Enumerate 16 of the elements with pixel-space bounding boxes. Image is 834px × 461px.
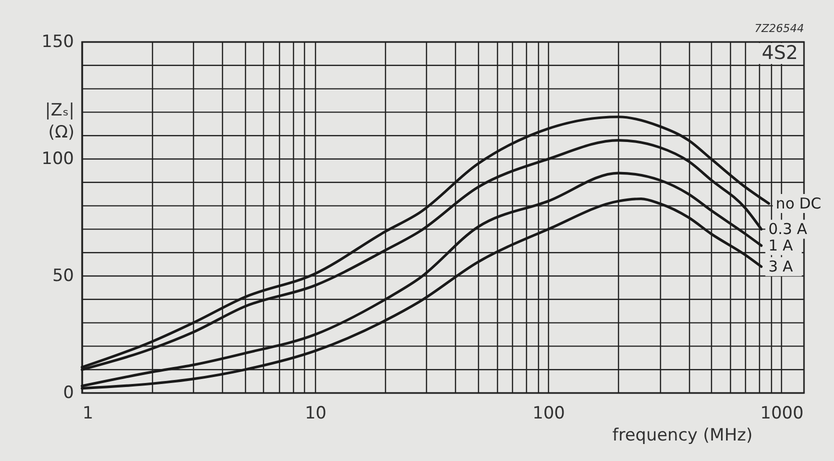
x-axis-title: frequency (MHz) [612,426,753,446]
series-label: no DC [776,194,822,212]
x-tick-label: 1000 [760,404,804,424]
y-axis-title: |Zₛ| (Ω) [45,100,74,142]
series-label: 0.3 A [768,220,808,238]
series-label: 3 A [768,258,794,276]
x-tick-label: 1 [82,404,94,424]
x-tick-label: 100 [532,404,565,424]
text: 7Z26544 [754,22,804,35]
series-label: 1 A [768,236,794,255]
annotation: 4S2 [762,42,798,64]
y-tick-label: 100 [42,149,74,169]
x-tick-label: 10 [304,404,326,424]
y-tick-label: 150 [42,32,74,52]
y-tick-label: 50 [52,266,74,286]
y-tick-label: 0 [63,383,74,403]
